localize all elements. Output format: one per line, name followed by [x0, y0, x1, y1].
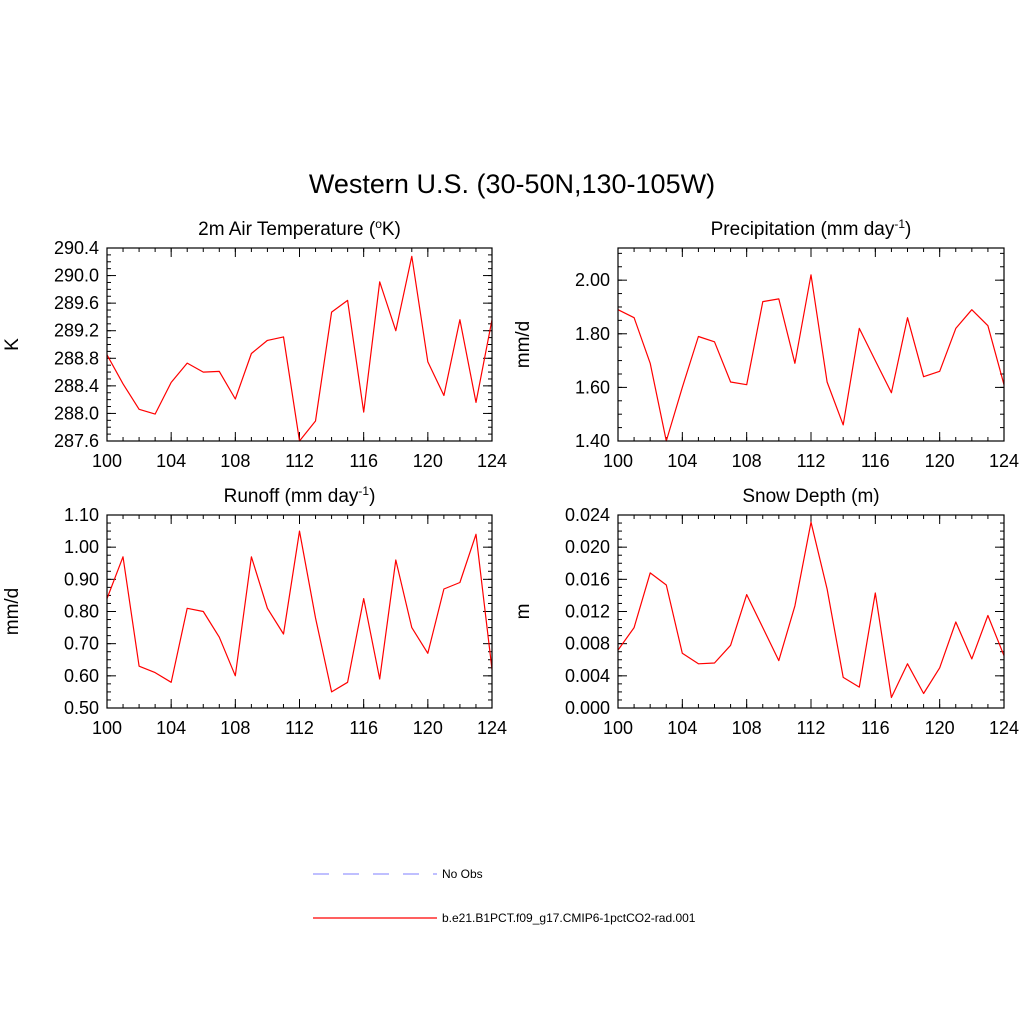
x-tick-label: 112: [285, 451, 314, 471]
y-axis-label: K: [2, 338, 23, 351]
y-tick-label: 0.90: [64, 569, 99, 589]
x-tick-label: 124: [477, 718, 507, 738]
minor-ticks: [617, 514, 1005, 709]
legend: No Obs b.e21.B1PCT.f09_g17.CMIP6-1pctCO2-…: [313, 867, 696, 925]
x-tick-label: 124: [477, 451, 507, 471]
plot-frame: [617, 514, 1005, 709]
x-tick-label: 108: [732, 451, 762, 471]
legend-label: No Obs: [442, 867, 483, 881]
y-tick-label: 0.000: [565, 698, 610, 718]
panel-title: Precipitation (mm day-1): [711, 217, 912, 240]
y-tick-label: 0.70: [64, 634, 99, 654]
x-tick-label: 104: [156, 451, 186, 471]
y-tick-label: 1.10: [64, 505, 99, 525]
y-axis-label: mm/d: [2, 588, 23, 636]
x-tick-label: 108: [732, 718, 762, 738]
figure-title: Western U.S. (30-50N,130-105W): [309, 169, 715, 199]
x-tick-label: 116: [349, 718, 378, 738]
x-tick-label: 104: [667, 718, 697, 738]
y-tick-label: 290.0: [54, 266, 99, 286]
y-tick-label: 290.4: [54, 238, 99, 258]
y-tick-label: 0.012: [565, 602, 610, 622]
y-tick-label: 0.020: [565, 537, 610, 557]
y-axis-label: mm/d: [513, 321, 534, 369]
series-line: [617, 521, 1005, 699]
y-tick-label: 0.016: [565, 569, 610, 589]
y-tick-label: 288.4: [54, 376, 99, 396]
x-tick-label: 108: [220, 718, 250, 738]
x-tick-label: 116: [349, 451, 378, 471]
y-tick-label: 1.40: [575, 431, 610, 451]
y-tick-label: 0.50: [64, 698, 99, 718]
x-tick-label: 120: [925, 718, 955, 738]
series-line: [106, 255, 493, 442]
x-tick-label: 124: [989, 718, 1019, 738]
x-tick-label: 100: [92, 718, 122, 738]
legend-label: b.e21.B1PCT.f09_g17.CMIP6-1pctCO2-rad.00…: [442, 911, 696, 925]
x-tick-label: 120: [413, 718, 443, 738]
x-tick-label: 104: [667, 451, 697, 471]
y-tick-label: 1.00: [64, 537, 99, 557]
y-tick-label: 1.60: [575, 377, 610, 397]
series-line: [617, 274, 1005, 442]
plot-frame: [106, 247, 493, 442]
chart-panel: Precipitation (mm day-1) mm/d 100 104 108 112…: [513, 217, 1019, 471]
x-tick-label: 112: [797, 451, 826, 471]
y-axis-label: m: [513, 604, 534, 620]
x-tick-label: 112: [285, 718, 314, 738]
y-tick-label: 287.6: [54, 431, 99, 451]
plot-frame: [106, 514, 493, 709]
x-tick-label: 116: [861, 451, 890, 471]
y-tick-label: 0.60: [64, 666, 99, 686]
y-tick-label: 288.8: [54, 348, 99, 368]
series-line: [106, 530, 493, 693]
x-tick-label: 108: [220, 451, 250, 471]
y-tick-label: 1.80: [575, 324, 610, 344]
chart-panel: Runoff (mm day-1) mm/d 100 104 108 112 116 120 1…: [2, 484, 507, 738]
y-tick-label: 0.008: [565, 634, 610, 654]
y-tick-label: 0.004: [565, 666, 610, 686]
y-tick-label: 289.6: [54, 293, 99, 313]
chart-panel: Snow Depth (m) m 100 104 108 112 116 120 124 0.00…: [513, 486, 1019, 738]
y-tick-label: 288.0: [54, 403, 99, 423]
y-tick-label: 2.00: [575, 270, 610, 290]
x-tick-label: 100: [92, 451, 122, 471]
panel-title: Snow Depth (m): [742, 486, 879, 507]
x-tick-label: 116: [861, 718, 890, 738]
x-tick-label: 104: [156, 718, 186, 738]
x-tick-label: 112: [797, 718, 826, 738]
chart-panel: 2m Air Temperature (oK) K 100 104 108 112 116 1…: [2, 217, 507, 471]
y-tick-label: 0.024: [565, 505, 610, 525]
plot-frame: [617, 247, 1005, 442]
y-tick-label: 0.80: [64, 602, 99, 622]
x-tick-label: 124: [989, 451, 1019, 471]
panel-title: Runoff (mm day-1): [224, 484, 376, 507]
panel-title: 2m Air Temperature (oK): [198, 217, 401, 240]
x-tick-label: 120: [413, 451, 443, 471]
minor-ticks: [106, 247, 493, 442]
x-tick-label: 120: [925, 451, 955, 471]
x-tick-label: 100: [603, 718, 633, 738]
chart-panels: 2m Air Temperature (oK) K 100 104 108 112 116 1…: [2, 217, 1019, 738]
y-tick-label: 289.2: [54, 321, 99, 341]
x-tick-label: 100: [603, 451, 633, 471]
